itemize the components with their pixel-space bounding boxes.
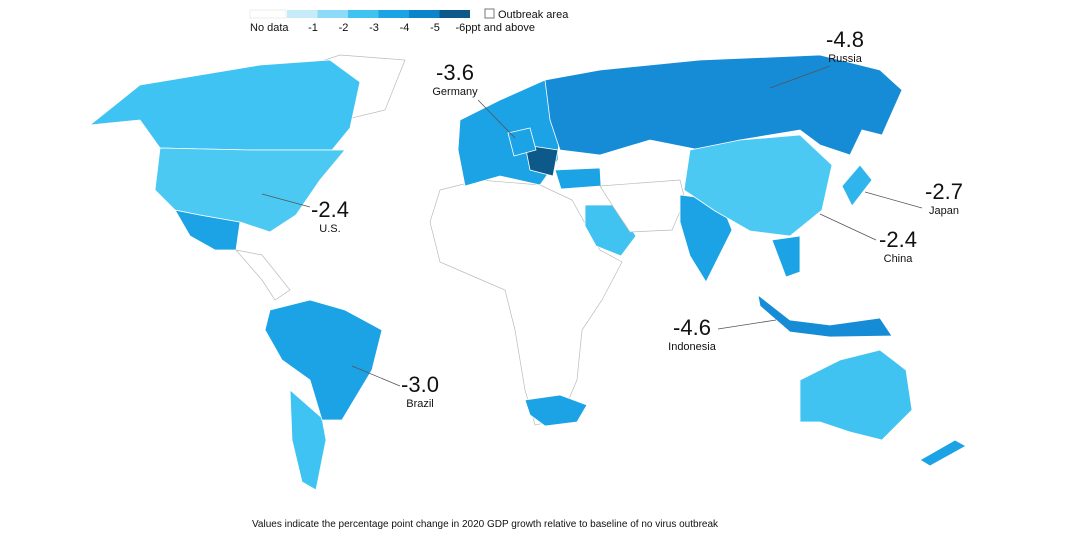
legend-swatch [439,10,470,18]
value-label: -4.8 [826,27,864,52]
country-label: Russia [828,53,863,65]
value-label: -2.4 [879,227,917,252]
outbreak-swatch [484,8,495,19]
legend-label: -1 [308,22,318,34]
country [264,299,383,421]
legend-swatch [409,10,440,18]
country [841,164,873,207]
annotations: -4.8Russia-3.6Germany-2.4U.S.-2.7Japan-2… [261,27,963,410]
leader-line [819,213,877,241]
value-label: -3.0 [401,372,439,397]
country [544,54,903,156]
value-label: -2.4 [311,197,349,222]
legend-swatch [249,9,287,19]
leader-line [351,365,401,387]
leader-line [477,99,516,139]
legend-label: -5 [430,22,440,34]
legend-swatch [378,10,409,18]
legend-label: -2 [339,22,349,34]
country-label: Indonesia [668,341,717,353]
country-label: Brazil [406,398,434,410]
legend-swatch [287,10,318,18]
outbreak-label: Outbreak area [498,9,569,21]
value-label: -2.7 [925,179,963,204]
leader-line [864,191,923,209]
country-label: Germany [432,86,478,98]
labelled-countries [154,54,903,421]
country-label: Japan [929,205,959,217]
value-label: -4.6 [673,315,711,340]
country [683,134,833,237]
footnote: Values indicate the percentage point cha… [252,519,719,530]
legend-label: No data [250,22,289,34]
country [757,294,893,338]
leader-line [717,319,777,330]
legend-swatch [317,10,348,18]
legend-label: -6ppt and above [456,22,536,34]
legend: No data -1 -2 -3 -4 -5 -6ppt and aboveOutbreak… [249,8,569,34]
legend-swatch [348,10,379,18]
leader-line [261,193,311,208]
legend-label: -4 [400,22,410,34]
leader-line [769,65,831,89]
country [154,147,346,233]
legend-label: -3 [369,22,379,34]
country-label: China [884,253,914,265]
country-label: U.S. [319,223,340,235]
country [507,127,537,157]
value-label: -3.6 [436,60,474,85]
